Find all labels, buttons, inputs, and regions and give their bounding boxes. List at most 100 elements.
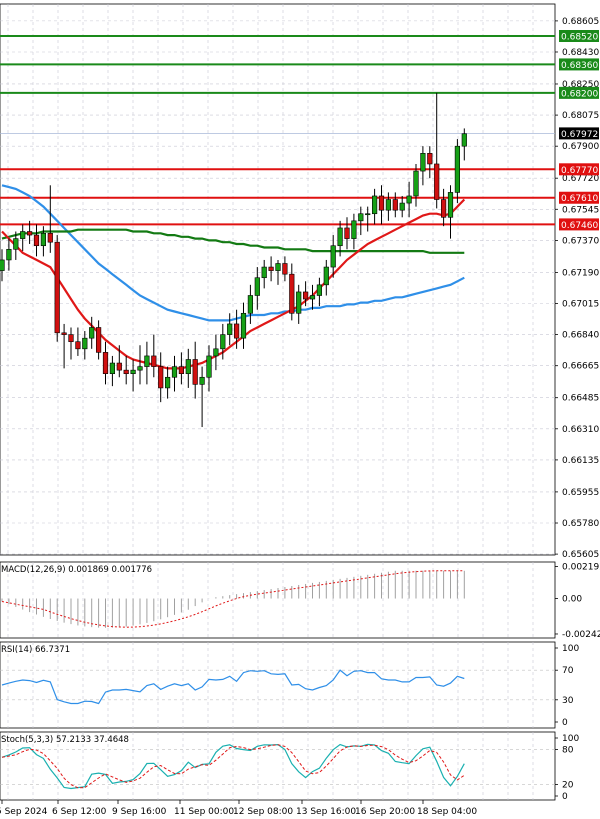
candle-body [192, 359, 198, 385]
grid [0, 3, 556, 801]
candle-body [234, 323, 240, 339]
candle-body [89, 327, 95, 339]
candle-body [151, 355, 157, 367]
moving-average-red [1, 198, 466, 370]
macd-pane: 0.002192 0.00 -0.002425 MACD(12,26,9) 0.001… [1, 563, 600, 640]
price-tick-label: 0.68075 [562, 111, 599, 121]
price-tick-label: 0.67015 [562, 299, 599, 309]
stoch-pane-border [0, 731, 556, 801]
candle-body [289, 273, 295, 314]
support-level-tag [559, 163, 599, 176]
candle-body [275, 263, 281, 271]
candle-body [378, 195, 385, 211]
resistance-level-label: 0.68200 [561, 89, 598, 99]
candle-body [358, 213, 364, 222]
stoch-tick-label: 100 [562, 734, 579, 744]
candle-body [420, 153, 426, 172]
candle-body [20, 231, 26, 239]
candle-body [68, 334, 74, 343]
resistance-level-tag [559, 86, 599, 99]
price-tick-label: 0.66310 [562, 425, 599, 435]
candle-body [109, 362, 115, 375]
candle-body [102, 352, 109, 375]
candle-body [123, 369, 129, 375]
price-tick-label: 0.67370 [562, 236, 599, 246]
price-tick-label: 0.67545 [562, 205, 599, 215]
main-price-pane: 0.68605 0.68430 0.68250 0.68075 0.67900 0.677… [0, 17, 599, 560]
candle-body [47, 232, 53, 243]
time-tick-label: 16 Sep 20:00 [355, 807, 415, 817]
resistance-level-tag [559, 29, 599, 42]
candle-body [296, 291, 302, 314]
candle-body [130, 369, 136, 375]
candle-body [82, 337, 88, 350]
macd-tick-label: -0.002425 [562, 630, 600, 640]
candle-body [254, 277, 260, 296]
candle-body [371, 195, 378, 215]
support-level-label: 0.67460 [561, 221, 598, 231]
rsi-line [1, 669, 465, 705]
candle-body [75, 341, 81, 350]
candle-body [199, 376, 205, 385]
candle-body [392, 199, 398, 211]
candle-body [365, 213, 371, 216]
rsi-tick-label: 100 [562, 644, 579, 654]
candle-body [240, 312, 247, 339]
rsi-tick-label: 0 [562, 718, 568, 728]
time-tick-label: 6 Sep 12:00 [52, 807, 107, 817]
macd-label: MACD(12,26,9) 0.001869 0.001776 [1, 565, 152, 575]
candle-body [0, 259, 5, 271]
candle-body [461, 133, 467, 147]
price-tick-label: 0.66135 [562, 456, 599, 466]
candle-body [158, 366, 164, 389]
candle-body [116, 362, 122, 371]
candle-body [323, 266, 329, 286]
price-tick-label: 0.65780 [562, 519, 599, 529]
time-tick-label: 18 Sep 04:00 [417, 807, 477, 817]
candle-body [413, 170, 419, 197]
candle-body [206, 355, 212, 378]
rsi-pane: 100 70 30 0 RSI(14) 66.7371 [0, 644, 579, 728]
price-tick-label: 0.68430 [562, 48, 599, 58]
candle-body [344, 227, 350, 239]
candle-body [454, 145, 461, 193]
candle-body [351, 220, 357, 239]
macd-tick-label: 0.00 [562, 595, 582, 605]
price-tick-label: 0.66840 [562, 331, 599, 341]
candle-body [54, 241, 60, 334]
time-tick-label: 13 Sep 16:00 [296, 807, 356, 817]
candle-body [137, 366, 143, 371]
candle-body [6, 248, 12, 261]
macd-tick-label: 0.002192 [562, 563, 600, 573]
current-price-label: 0.67972 [561, 130, 598, 140]
rsi-pane-border [0, 641, 556, 729]
moving-average-blue [1, 184, 465, 322]
candle-body [316, 284, 323, 296]
price-tick-label: 0.66485 [562, 394, 599, 404]
resistance-level-label: 0.68360 [561, 61, 598, 71]
rsi-tick-label: 70 [562, 666, 574, 676]
resistance-level-label: 0.68520 [561, 32, 598, 42]
support-level-tag [559, 191, 599, 204]
candle-body [220, 334, 226, 350]
candle-body [33, 234, 40, 247]
support-level-label: 0.67610 [561, 194, 598, 204]
candle-body [385, 199, 392, 211]
candle-body [302, 291, 309, 300]
candle-body [337, 227, 343, 247]
resistance-level-tag [559, 58, 599, 71]
stoch-k-line [1, 743, 465, 790]
candle-body [213, 348, 219, 357]
stochastic-pane: 100 80 20 0 Stoch(5,3,3) 57.2133 37.4648 [0, 734, 579, 802]
price-tick-label: 0.68250 [562, 80, 599, 90]
macd-pane-border [0, 561, 556, 639]
candle-body [13, 238, 19, 250]
time-tick-label: 9 Sep 16:00 [112, 807, 167, 817]
candle-body [185, 359, 191, 375]
candle-body [268, 266, 274, 271]
candle-body [178, 366, 185, 375]
candle-body [434, 163, 440, 200]
support-level-tag [559, 218, 599, 231]
rsi-label: RSI(14) 66.7371 [1, 645, 70, 655]
